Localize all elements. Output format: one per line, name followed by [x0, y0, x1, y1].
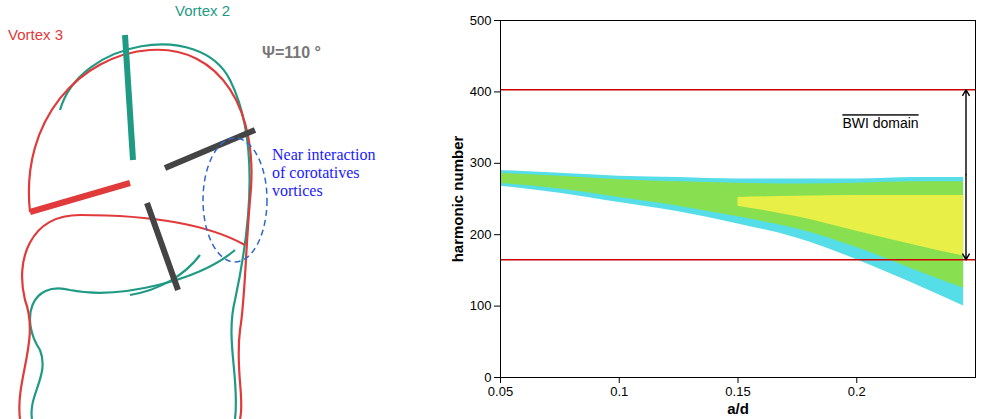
svg-text:harmonic number: harmonic number	[449, 135, 466, 262]
svg-text:0: 0	[484, 370, 491, 385]
svg-text:BWI domain: BWI domain	[842, 115, 918, 131]
svg-text:400: 400	[470, 84, 492, 99]
svg-text:0.15: 0.15	[725, 384, 750, 399]
svg-text:0.2: 0.2	[848, 384, 866, 399]
svg-text:vortices: vortices	[272, 182, 323, 199]
svg-text:of corotatives: of corotatives	[272, 164, 360, 181]
svg-text:a/d: a/d	[727, 400, 749, 417]
svg-text:500: 500	[470, 13, 492, 28]
svg-text:0.1: 0.1	[610, 384, 628, 399]
svg-text:Vortex 3: Vortex 3	[8, 26, 63, 43]
svg-text:Ψ=110 °: Ψ=110 °	[262, 44, 321, 61]
svg-text:300: 300	[470, 155, 492, 170]
svg-text:200: 200	[470, 227, 492, 242]
svg-text:Near interaction: Near interaction	[272, 146, 376, 163]
svg-text:Vortex 2: Vortex 2	[175, 2, 230, 19]
svg-text:100: 100	[470, 298, 492, 313]
svg-text:0.05: 0.05	[488, 384, 513, 399]
